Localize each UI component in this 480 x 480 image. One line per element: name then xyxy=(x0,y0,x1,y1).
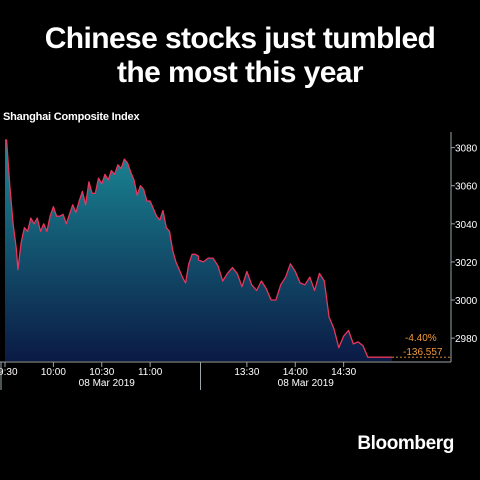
x-tick-label: 13:30 xyxy=(234,367,259,378)
index-area xyxy=(5,140,392,361)
x-tick-label: 10:30 xyxy=(89,367,114,378)
pct-change-label: -4.40% xyxy=(405,333,437,344)
y-tick-label: 3020 xyxy=(455,258,478,269)
y-tick-label: 3040 xyxy=(455,220,478,231)
x-tick-label: 14:30 xyxy=(331,367,356,378)
axes: 2980 3000 3020 3040 3060 3080 09:30 10:00 10:30 1… xyxy=(0,132,478,390)
y-tick-label: 3080 xyxy=(455,144,478,155)
x-tick-label: 10:00 xyxy=(41,367,66,378)
y-tick-label: 2980 xyxy=(455,334,478,345)
x-date-label: 08 Mar 2019 xyxy=(79,378,136,389)
headline: Chinese stocks just tumbled the most thi… xyxy=(0,22,480,90)
headline-line-1: Chinese stocks just tumbled xyxy=(44,22,436,55)
x-tick-label: 14:00 xyxy=(283,367,308,378)
x-date-label: 08 Mar 2019 xyxy=(278,378,335,389)
y-tick-label: 3060 xyxy=(455,182,478,193)
chart-title: Shanghai Composite Index xyxy=(3,111,140,123)
plot-area xyxy=(5,139,392,361)
x-tick-label: 09:30 xyxy=(0,367,18,378)
y-tick-label: 3000 xyxy=(455,296,478,307)
headline-line-2: the most this year xyxy=(117,56,364,89)
bloomberg-logo: Bloomberg xyxy=(357,433,454,454)
x-tick-label: 11:00 xyxy=(138,367,163,378)
abs-change-label: -136.557 xyxy=(403,347,443,358)
index-line xyxy=(5,139,392,358)
